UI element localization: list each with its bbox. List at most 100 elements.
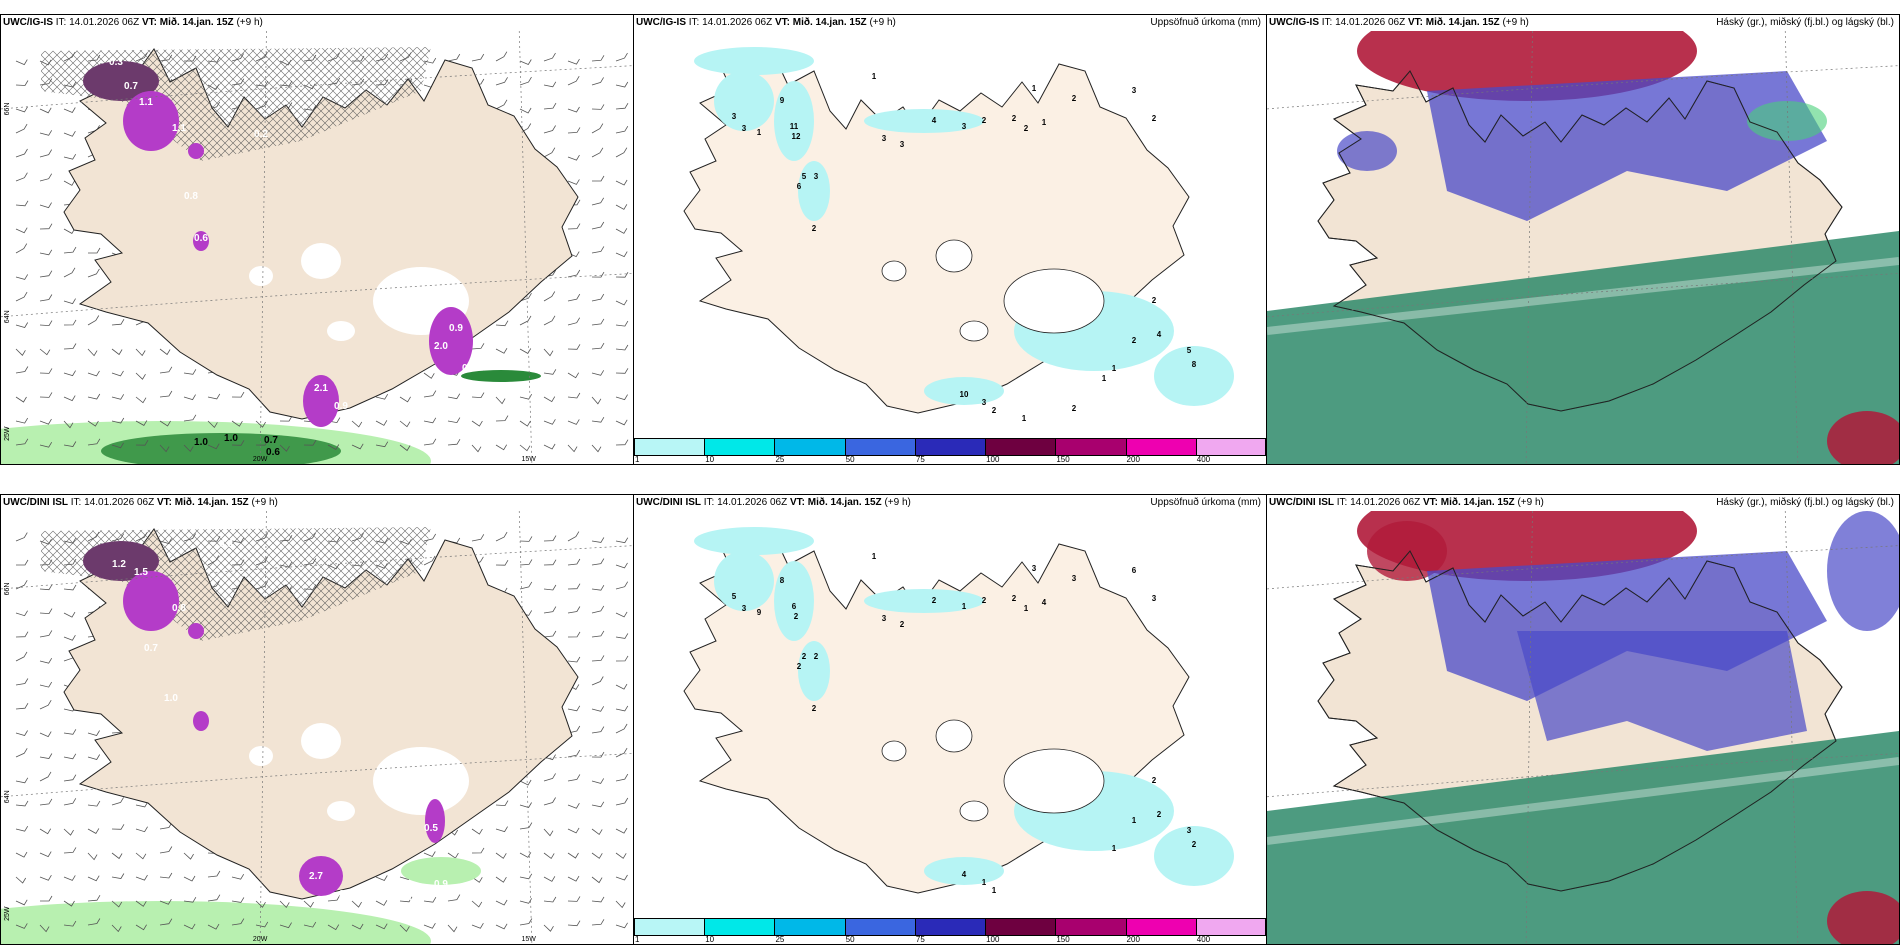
wind-barb [15, 825, 29, 832]
wind-barb [615, 439, 629, 446]
precip-value-label: 0.7 [124, 81, 138, 92]
vt-label: VT: [1407, 17, 1423, 28]
wind-barb [591, 630, 605, 638]
wind-barb [63, 130, 76, 137]
precip-patch [924, 857, 1004, 885]
wind-barb [15, 417, 29, 424]
wind-barb [519, 444, 531, 452]
wind-barb [39, 223, 53, 230]
wind-barb [423, 896, 437, 903]
wind-barb [39, 173, 53, 182]
wind-barb [615, 368, 629, 374]
wind-barb [591, 537, 605, 543]
wind-barb [207, 393, 221, 400]
wind-barb [159, 898, 172, 905]
longitude-line [518, 511, 533, 944]
vt-label: VT: [774, 17, 790, 28]
wind-barb [591, 271, 605, 278]
wind-barb [87, 393, 101, 400]
precip-total-label: 1 [1132, 816, 1137, 825]
wind-barb [543, 773, 556, 782]
wind-barb [591, 396, 602, 405]
precip-value-label: 0.2 [254, 129, 268, 140]
precip-patch [864, 589, 984, 613]
latitude-line [1267, 545, 1899, 590]
wind-barb [567, 344, 581, 350]
wind-barb [495, 320, 509, 327]
glacier [327, 321, 355, 341]
precip-total-label: 2 [1132, 336, 1137, 345]
wind-barb [447, 53, 461, 62]
wind-barb [567, 774, 581, 782]
wind-barb [63, 370, 76, 377]
it-label: IT: [1336, 497, 1348, 508]
wind-barb [591, 318, 605, 326]
wind-barb [567, 827, 580, 834]
wind-barb [615, 705, 629, 712]
wind-barb [15, 322, 29, 328]
wind-barb [447, 924, 458, 933]
wind-barb [567, 392, 581, 399]
wind-barb [447, 894, 461, 902]
precip-total-label: 2 [1024, 124, 1029, 133]
wind-barb [15, 702, 29, 710]
iceland-coastline-overlay [1317, 70, 1843, 412]
wind-barb [471, 420, 483, 427]
wind-barb [15, 291, 28, 302]
wind-barb [447, 438, 461, 446]
precip-value-label: 1.0 [194, 437, 208, 448]
wind-barb [519, 918, 533, 926]
wind-barb [231, 440, 245, 446]
latitude-line [1267, 273, 1899, 318]
precip-value-label: 1.2 [112, 559, 126, 570]
precip-value-label: 2.1 [314, 383, 328, 394]
lon-label-20w: 20W [253, 456, 268, 463]
wind-map-panel-1: UWC/IG-IS IT: 14.01.2026 06Z VT: Mið. 14… [0, 14, 634, 465]
wind-barb [567, 419, 580, 425]
wind-barb [63, 395, 76, 402]
wind-barb [63, 267, 76, 278]
wind-barb [351, 900, 362, 908]
wind-barb [183, 369, 197, 375]
wind-barb [111, 824, 125, 830]
wind-barb [183, 394, 196, 401]
wind-barb [63, 729, 77, 735]
wind-barb [279, 415, 293, 422]
wind-barb [375, 923, 388, 930]
wind-barb [519, 802, 532, 808]
colorbar-tick: 1 [635, 455, 640, 464]
wind-barb [135, 924, 147, 931]
wind-barb [207, 420, 218, 429]
wind-barb [63, 753, 77, 760]
precip-patch [1154, 346, 1234, 406]
high-cloud-area [1827, 411, 1899, 464]
precip-total-label: 3 [982, 398, 987, 407]
panel-header: UWC/DINI ISL IT: 14.01.2026 06Z VT: Mið.… [1267, 495, 1899, 511]
wind-barb [87, 828, 100, 834]
wind-barb [543, 896, 557, 903]
wind-barb [15, 580, 28, 590]
wind-barb [159, 872, 173, 879]
wind-barb [87, 852, 98, 861]
wind-barb [591, 416, 605, 423]
colorbar-swatch [774, 918, 845, 936]
wind-barb [63, 319, 77, 326]
wind-barb [63, 920, 77, 927]
wind-barb [39, 924, 50, 933]
cloud-title: Háský (gr.), miðský (fj.bl.) og lágský (… [1716, 497, 1894, 508]
wind-barb [279, 444, 290, 452]
wind-barb [135, 439, 149, 446]
it-label: IT: [70, 497, 82, 508]
wind-barb [87, 348, 98, 357]
wind-barb [519, 559, 533, 566]
wind-barb [87, 268, 100, 278]
precip-total-label: 3 [1032, 564, 1037, 573]
precip-patch [1154, 826, 1234, 886]
lat-label-64n: 64N [4, 310, 11, 323]
lon-label-25w: 25W [4, 426, 11, 441]
wind-barb [111, 852, 123, 860]
wind-barb [615, 419, 628, 426]
wind-barb [543, 348, 554, 357]
wind-map: 66N 64N 25W 20W 15W 0.3 1.2 1.5 0.8 0.7 1.0 2.7 2.5 0… [1, 511, 633, 944]
wind-barb [543, 102, 557, 110]
